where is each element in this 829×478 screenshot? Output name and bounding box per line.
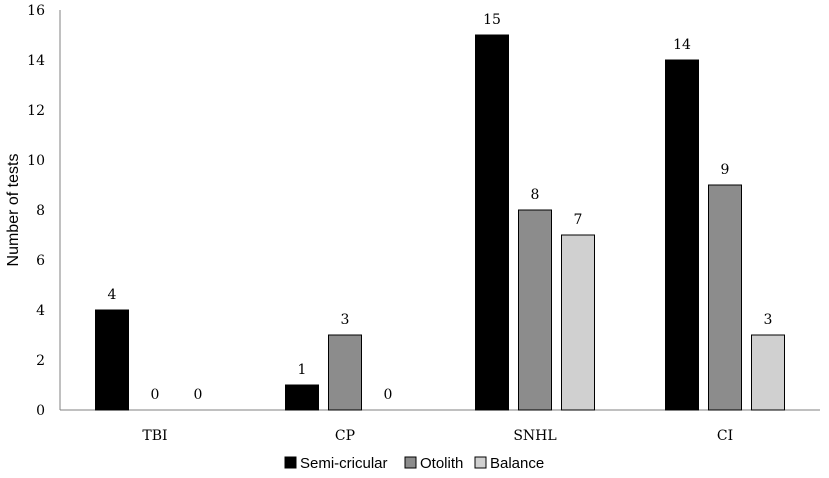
- data-label-tbi-semi-cricular: 4: [108, 287, 117, 303]
- bar-series: [95, 34, 785, 411]
- legend-swatch-semi-cricular: [284, 456, 297, 469]
- data-label-tbi-otolith: 0: [151, 387, 160, 403]
- data-label-ci-semi-cricular: 14: [673, 37, 691, 53]
- data-label-ci-balance: 3: [764, 312, 773, 328]
- y-tick-label: 14: [27, 53, 45, 69]
- data-label-tbi-balance: 0: [194, 387, 203, 403]
- legend-label-balance: Balance: [490, 455, 544, 472]
- y-tick-label: 2: [36, 353, 45, 369]
- legend-swatch-balance: [474, 456, 487, 469]
- data-label-cp-semi-cricular: 1: [298, 362, 307, 378]
- data-label-snhl-balance: 7: [574, 212, 583, 228]
- y-axis-ticks: 0 2 4 6 8 10 12 14 16: [27, 3, 45, 419]
- bar-snhl-semi-cricular: [475, 34, 509, 411]
- bar-tbi-semi-cricular: [95, 309, 129, 411]
- legend-label-semi-cricular: Semi-cricular: [300, 455, 388, 472]
- bar-ci-semi-cricular: [665, 59, 699, 411]
- bar-ci-otolith: [708, 184, 742, 411]
- x-category-label: SNHL: [513, 428, 556, 444]
- bar-snhl-otolith: [518, 209, 552, 411]
- y-tick-label: 6: [36, 253, 45, 269]
- bar-snhl-balance: [561, 234, 595, 411]
- legend-label-otolith: Otolith: [420, 455, 463, 472]
- bar-ci-balance: [751, 334, 785, 411]
- data-label-snhl-semi-cricular: 15: [483, 12, 501, 28]
- y-tick-label: 8: [36, 203, 45, 219]
- y-axis-title: Number of tests: [5, 154, 22, 267]
- y-tick-label: 4: [36, 303, 45, 319]
- data-label-cp-otolith: 3: [341, 312, 350, 328]
- x-axis-category-labels: TBI CP SNHL CI: [142, 428, 733, 444]
- legend-swatch-otolith: [404, 456, 417, 469]
- y-tick-label: 12: [27, 103, 45, 119]
- legend: Semi-cricular Otolith Balance: [284, 455, 544, 472]
- x-category-label: CI: [717, 428, 733, 444]
- data-label-ci-otolith: 9: [721, 162, 730, 178]
- data-labels: 4 0 0 1 3 0 15 8 7 14 9 3: [108, 12, 773, 403]
- data-label-cp-balance: 0: [384, 387, 393, 403]
- data-label-snhl-otolith: 8: [531, 187, 540, 203]
- x-category-label: TBI: [142, 428, 167, 444]
- y-tick-label: 10: [27, 153, 45, 169]
- y-tick-label: 0: [36, 403, 45, 419]
- bar-cp-otolith: [328, 334, 362, 411]
- bar-cp-semi-cricular: [285, 384, 319, 411]
- x-category-label: CP: [335, 428, 355, 444]
- y-tick-label: 16: [27, 3, 45, 19]
